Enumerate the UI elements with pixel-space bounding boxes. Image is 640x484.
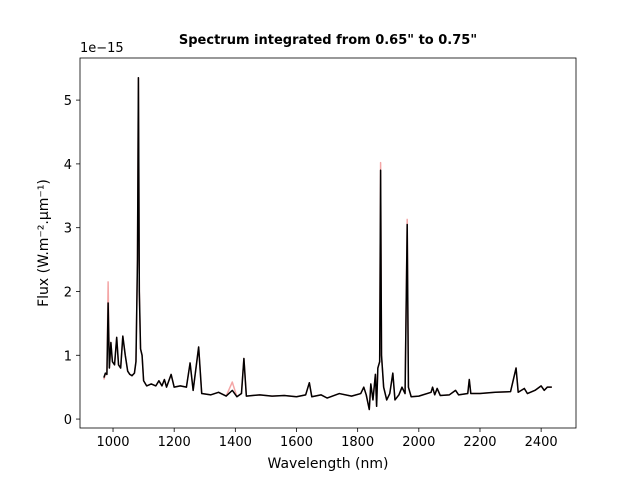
x-tick-label: 1800 — [341, 435, 374, 450]
y-tick-label: 4 — [64, 158, 72, 173]
x-axis-label: Wavelength (nm) — [268, 456, 389, 472]
chart-title: Spectrum integrated from 0.65" to 0.75" — [179, 33, 477, 48]
x-tick-label: 1200 — [158, 435, 191, 450]
y-axis-label: Flux (W.m⁻².μm⁻¹) — [36, 179, 52, 307]
x-tick-label: 2200 — [463, 435, 496, 450]
y-tick-label: 0 — [64, 413, 72, 428]
spectrum-line — [103, 77, 552, 411]
x-tick-label: 1600 — [280, 435, 313, 450]
plot-area — [103, 77, 552, 411]
y-tick-label: 1 — [64, 349, 72, 364]
axes-frame — [79, 57, 577, 429]
y-tick-label: 5 — [64, 94, 72, 109]
x-tick-label: 2400 — [525, 435, 558, 450]
y-offset-label: 1e−15 — [80, 41, 124, 56]
x-tick-label: 2000 — [402, 435, 435, 450]
x-tick-label: 1400 — [219, 435, 252, 450]
y-tick-label: 2 — [64, 285, 72, 300]
y-tick-label: 3 — [64, 222, 72, 237]
x-tick-label: 1000 — [96, 435, 129, 450]
spectrum-line — [103, 77, 552, 411]
